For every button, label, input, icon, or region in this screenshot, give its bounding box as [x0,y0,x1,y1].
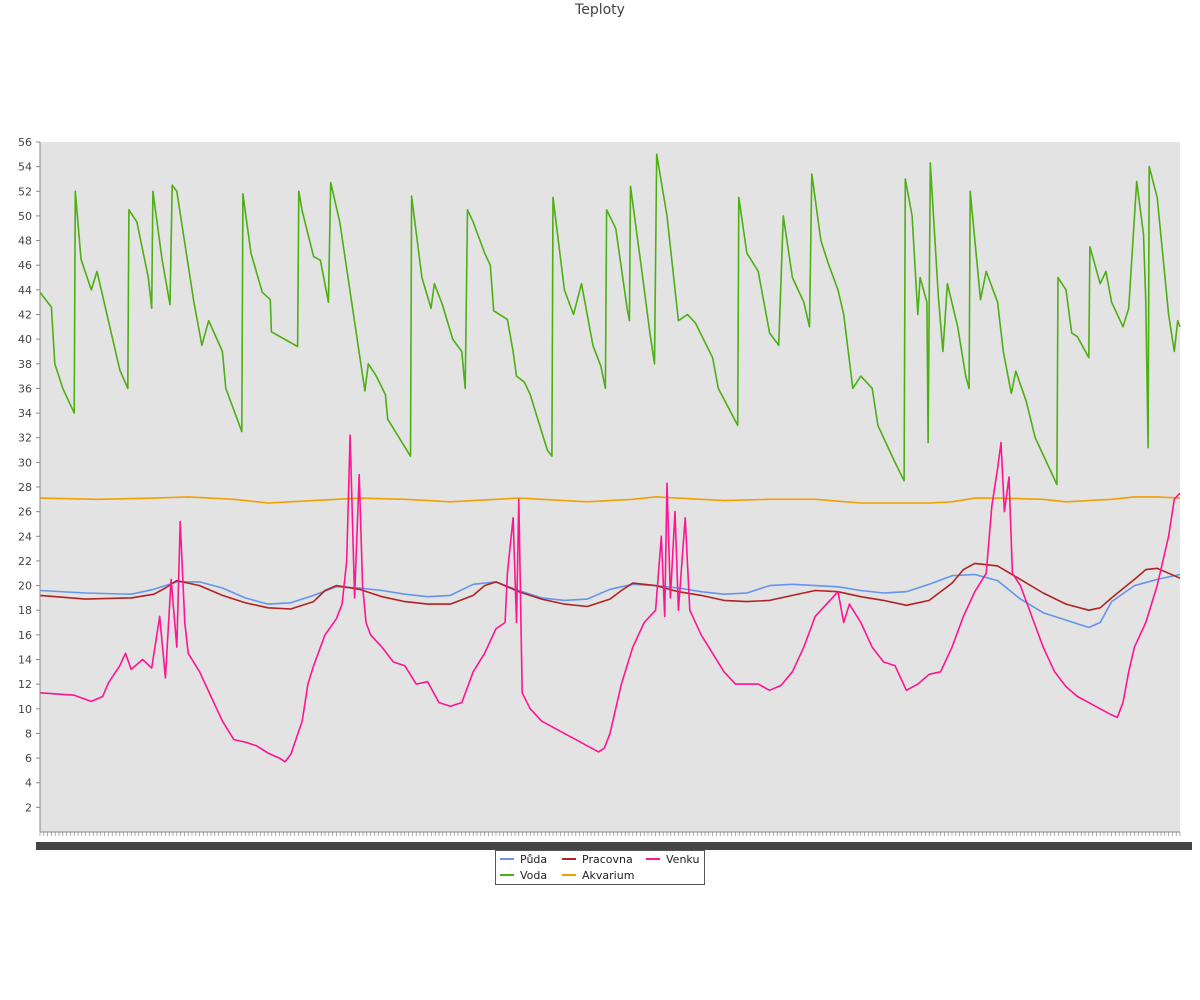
y-tick-label: 4 [25,777,32,790]
legend-swatch [500,858,514,860]
y-tick-label: 28 [18,481,32,494]
y-tick-label: 16 [18,629,32,642]
y-tick-label: 56 [18,136,32,149]
legend-label: Pracovna [582,853,633,866]
legend-label: Venku [666,853,700,866]
y-tick-label: 10 [18,703,32,716]
y-tick-label: 48 [18,235,32,248]
y-tick-label: 12 [18,678,32,691]
y-tick-label: 2 [25,801,32,814]
y-tick-label: 54 [18,161,32,174]
legend-swatch [562,858,576,860]
y-tick-label: 34 [18,407,32,420]
y-tick-label: 46 [18,259,32,272]
series-line-voda [39,153,1181,486]
legend-item-voda: Voda [500,869,547,883]
y-tick-label: 30 [18,456,32,469]
y-tick-label: 50 [18,210,32,223]
legend-item-puda: Půda [500,853,547,867]
y-tick-label: 52 [18,185,32,198]
legend-swatch [500,874,514,876]
y-tick-label: 14 [18,654,32,667]
y-tick-label: 6 [25,752,32,765]
y-tick-label: 44 [18,284,32,297]
series-line-venku [39,434,1181,763]
x-tick-label-band [36,842,1192,850]
y-tick-label: 24 [18,530,32,543]
legend-item-pracovna: Pracovna [562,853,633,867]
y-tick-label: 22 [18,555,32,568]
x-axis-ticks [36,832,1192,850]
y-axis-ticks: 2468101214161820222426283032343638404244… [18,136,40,814]
y-tick-label: 20 [18,580,32,593]
chart-title: Teploty [575,2,625,18]
legend: Půda Pracovna Venku Voda Akvarium [495,850,705,885]
legend-label: Akvarium [582,869,635,882]
legend-label: Voda [520,869,548,882]
legend-item-akvarium: Akvarium [562,869,634,883]
y-tick-label: 18 [18,604,32,617]
legend-label: Půda [520,853,548,866]
y-tick-label: 26 [18,506,32,519]
y-tick-label: 40 [18,333,32,346]
series-lines [39,153,1181,763]
legend-swatch [562,874,576,876]
y-tick-label: 8 [25,727,32,740]
y-tick-label: 36 [18,382,32,395]
y-tick-label: 32 [18,432,32,445]
y-tick-label: 42 [18,309,32,322]
legend-item-venku: Venku [646,853,699,867]
plot-area [40,142,1180,832]
y-tick-label: 38 [18,358,32,371]
legend-swatch [646,858,660,860]
series-line-akvarium [39,496,1181,504]
series-line-pracovna [39,562,1181,612]
